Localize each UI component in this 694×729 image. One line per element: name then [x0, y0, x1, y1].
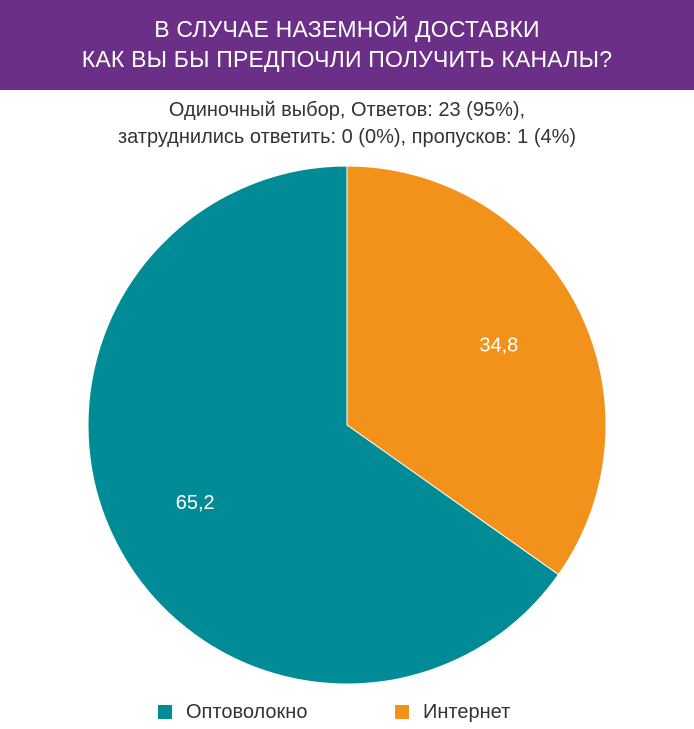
chart-subtitle-line-2: затруднились ответить: 0 (0%), пропусков…: [117, 126, 577, 148]
legend-swatch-fiber: [158, 705, 172, 719]
data-label-internet: 34,8: [479, 335, 518, 357]
chart-subtitle-line-1: Одиночный выбор, Ответов: 23 (95%),: [168, 99, 526, 121]
chart-title-banner: В СЛУЧАЕ НАЗЕМНОЙ ДОСТАВКИ КАК ВЫ БЫ ПРЕ…: [0, 0, 694, 90]
pie-slice-fiber: [87, 165, 560, 685]
chart-subtitle: Одиночный выбор, Ответов: 23 (95%), затр…: [0, 97, 694, 151]
chart-title-line-1: В СЛУЧАЕ НАЗЕМНОЙ ДОСТАВКИ: [154, 16, 540, 42]
legend-label-fiber: Оптоволокно: [186, 701, 308, 723]
legend-label-internet: Интернет: [423, 701, 511, 723]
data-label-fiber: 65,2: [176, 492, 215, 514]
chart-title-line-2: КАК ВЫ БЫ ПРЕДПОЧЛИ ПОЛУЧИТЬ КАНАЛЫ?: [81, 46, 613, 72]
legend-swatch-internet: [395, 705, 409, 719]
chart-legend: Оптоволокно Интернет: [0, 700, 694, 724]
pie-slice-internet: [346, 165, 607, 576]
legend-item-fiber: Оптоволокно: [158, 700, 307, 724]
legend-item-internet: Интернет: [395, 700, 510, 724]
